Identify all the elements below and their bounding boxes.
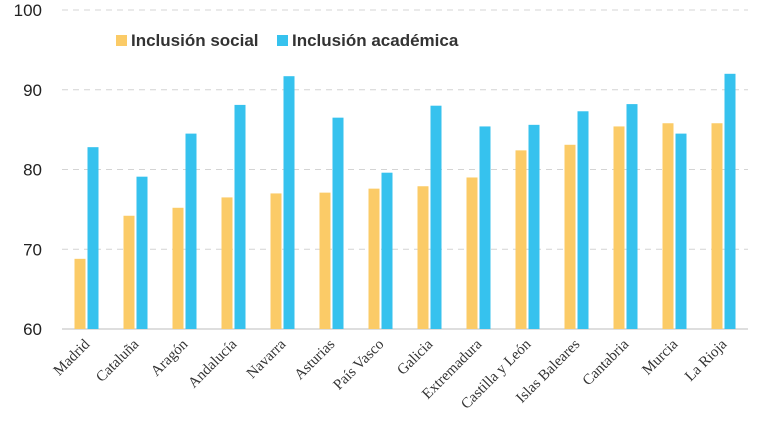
x-tick-label: Asturias <box>292 336 339 383</box>
x-tick-label: Galicia <box>394 336 436 378</box>
legend-swatch-inclusion-social <box>116 35 127 46</box>
gridlines <box>62 9 748 330</box>
bar-inclusion-academica-cataluna <box>136 176 148 329</box>
bar-inclusion-academica-andalucia <box>234 104 246 329</box>
bar-inclusion-academica-madrid <box>87 147 99 329</box>
bar-inclusion-academica-galicia <box>430 105 442 329</box>
bar-inclusion-social-madrid <box>74 258 86 329</box>
bar-inclusion-social-cantabria <box>613 126 625 329</box>
x-tick-label: País Vasco <box>331 337 388 394</box>
bar-inclusion-academica-aragon <box>185 133 197 329</box>
x-tick-label: Cataluña <box>93 336 142 385</box>
y-tick-label: 100 <box>14 1 42 20</box>
bar-inclusion-social-cataluna <box>123 215 135 329</box>
x-tick-label: La Rioja <box>682 336 730 384</box>
bar-inclusion-academica-murcia <box>675 133 687 329</box>
bar-inclusion-academica-navarra <box>283 76 295 329</box>
y-axis-ticks: 60 70 80 90 100 <box>14 1 42 339</box>
bar-inclusion-academica-cantabria <box>626 104 638 329</box>
bar-inclusion-social-asturias <box>319 192 331 329</box>
bars <box>74 73 736 330</box>
bar-inclusion-academica-pais-vasco <box>381 172 393 329</box>
bar-inclusion-academica-extremadura <box>479 126 491 329</box>
bar-inclusion-social-galicia <box>417 186 429 329</box>
bar-inclusion-social-la-rioja <box>711 123 723 330</box>
bar-inclusion-social-andalucia <box>221 197 233 329</box>
y-tick-label: 80 <box>23 161 42 180</box>
x-tick-label: Murcia <box>639 336 681 378</box>
bar-inclusion-social-murcia <box>662 123 674 330</box>
bar-inclusion-academica-islas-baleares <box>577 111 589 329</box>
bar-inclusion-social-navarra <box>270 193 282 329</box>
bar-inclusion-social-castilla-y-leon <box>515 150 527 329</box>
legend-swatch-inclusion-academica <box>277 35 288 46</box>
bar-inclusion-social-extremadura <box>466 177 478 329</box>
y-tick-label: 90 <box>23 81 42 100</box>
bar-inclusion-academica-la-rioja <box>724 73 736 329</box>
bar-inclusion-academica-asturias <box>332 117 344 329</box>
x-tick-label: Cantabria <box>580 336 633 389</box>
x-tick-label: Madrid <box>51 336 94 379</box>
x-tick-label: Aragón <box>148 336 191 379</box>
bar-inclusion-social-islas-baleares <box>564 144 576 329</box>
y-tick-label: 70 <box>23 240 42 259</box>
bar-inclusion-social-aragon <box>172 207 184 329</box>
x-tick-label: Navarra <box>244 336 290 382</box>
bar-inclusion-social-pais-vasco <box>368 188 380 329</box>
legend: Inclusión social Inclusión académica <box>116 31 459 50</box>
legend-label-inclusion-academica: Inclusión académica <box>292 31 459 50</box>
legend-label-inclusion-social: Inclusión social <box>131 31 259 50</box>
x-tick-label: Andalucía <box>185 336 240 391</box>
bar-inclusion-academica-castilla-y-leon <box>528 124 540 329</box>
y-tick-label: 60 <box>23 320 42 339</box>
